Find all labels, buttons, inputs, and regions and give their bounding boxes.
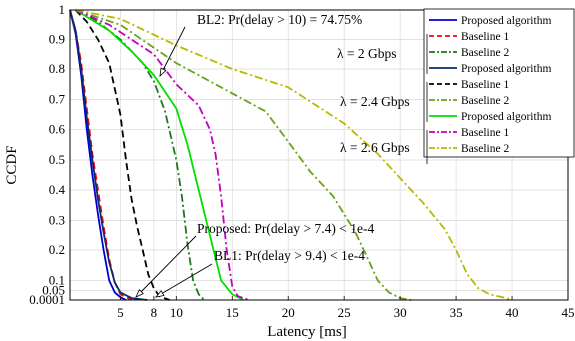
y-tick-label: 0.6: [49, 122, 66, 137]
legend-label: Proposed algorithm: [461, 63, 551, 75]
y-tick-label: 0.05: [42, 283, 65, 298]
annotation-arrow-line: [135, 235, 197, 298]
y-tick-label: 0.3: [49, 213, 65, 228]
annotation-arrow-head: [159, 67, 167, 78]
x-tick-label: 15: [226, 305, 239, 320]
annotation-text: Proposed: Pr(delay > 7.4) < 1e-4: [197, 221, 374, 236]
series-line: [75, 9, 250, 301]
series-line: [75, 9, 244, 301]
lambda-label: λ = 2.4 Gbps: [340, 94, 410, 109]
y-tick-label: 1: [59, 2, 66, 17]
x-tick-label: 25: [338, 305, 351, 320]
annotation-arrow-head: [154, 290, 165, 298]
x-tick-label: 8: [151, 305, 158, 320]
x-tick-label: 30: [394, 305, 407, 320]
series-line: [74, 9, 170, 301]
x-tick-label: 10: [170, 305, 183, 320]
x-tick-labels: 5 8 10 15 20 25 30 35 40 45: [117, 296, 575, 320]
y-tick-label: 0.4: [49, 182, 66, 197]
y-tick-label: 0.2: [49, 242, 65, 257]
x-axis-label: Latency [ms]: [267, 324, 347, 340]
legend-label: Proposed algorithm: [461, 15, 551, 27]
y-tick-label: 0.7: [49, 92, 66, 107]
legend-label: Baseline 1: [461, 31, 509, 43]
y-tick-label: 0.8: [49, 61, 65, 76]
x-tick-label: 45: [562, 305, 575, 320]
legend-label: Baseline 2: [461, 95, 509, 107]
legend-label: Proposed algorithm: [461, 111, 551, 123]
legend: Proposed algorithm Baseline 1 Baseline 2 Pr…: [423, 8, 575, 158]
lambda-labels: λ = 2 Gbps λ = 2.4 Gbps λ = 2.6 Gbps: [337, 34, 428, 164]
x-tick-label: 20: [282, 305, 295, 320]
y-tick-label: 0.9: [49, 32, 65, 47]
x-tick-label: 35: [450, 305, 463, 320]
x-tick-label: 5: [117, 305, 124, 320]
annotation-arrow-head: [135, 289, 144, 298]
legend-label: Baseline 1: [461, 127, 509, 139]
lambda-label: λ = 2.6 Gbps: [340, 140, 410, 155]
y-tick-label: 0.1: [49, 273, 65, 288]
annotation-arrow-line: [155, 263, 213, 298]
legend-label: Baseline 2: [461, 143, 509, 155]
legend-label: Baseline 2: [461, 47, 509, 59]
series-line: [75, 9, 513, 301]
series-line: [69, 9, 148, 301]
y-axis-label: CCDF: [4, 145, 20, 184]
annotation-text: BL1: Pr(delay > 9.4) < 1e-4: [214, 248, 365, 263]
series-line: [75, 9, 412, 301]
plot-area: [69, 9, 513, 301]
annotation-arrow-line: [159, 26, 186, 77]
annotations: BL2: Pr(delay > 10) = 74.75% Proposed: Pr…: [135, 12, 374, 298]
legend-label: Baseline 1: [461, 79, 509, 91]
y-tick-label: 0.5: [49, 152, 65, 167]
annotation-text: BL2: Pr(delay > 10) = 74.75%: [197, 12, 362, 27]
lambda-label: λ = 2 Gbps: [337, 46, 397, 61]
y-tick-label: 0.0001: [29, 292, 65, 307]
x-tick-label: 40: [506, 305, 519, 320]
